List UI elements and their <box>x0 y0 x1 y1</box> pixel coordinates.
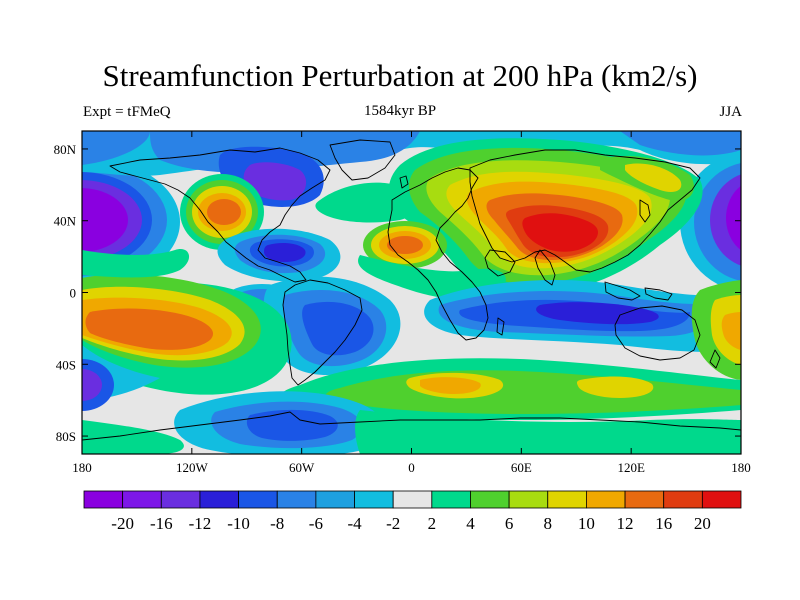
time-label: 1584kyr BP <box>363 103 437 119</box>
experiment-label: Expt = tFMeQ <box>83 104 171 120</box>
colorbar: -20 -16 -12 -10 -8 -6 -4 -2 2 4 6 8 10 12 16 20 <box>83 490 742 533</box>
x-tick-label: 120E <box>617 460 645 475</box>
sahara-high <box>363 221 447 269</box>
southwest-pacific-high <box>691 280 741 380</box>
colorbar-swatch <box>199 490 239 509</box>
x-tick-label: 60E <box>511 460 532 475</box>
colorbar-label: 20 <box>694 514 711 533</box>
chart-title: Streamfunction Perturbation at 200 hPa (… <box>102 58 698 93</box>
east-pacific-green <box>82 249 190 278</box>
colorbar-swatch <box>83 490 124 509</box>
colorbar-swatch <box>586 490 626 509</box>
colorbar-label: 8 <box>544 514 553 533</box>
x-tick-label: 0 <box>408 460 415 475</box>
southern-ocean-low-left <box>82 359 114 411</box>
colorbar-swatch <box>431 490 471 509</box>
gulf-low <box>217 228 341 282</box>
south-pacific-high <box>82 274 261 368</box>
indian-ocean-low <box>424 280 741 353</box>
colorbar-label: -10 <box>227 514 250 533</box>
y-tick-label: 80S <box>56 429 76 444</box>
colorbar-swatch <box>701 490 742 509</box>
colorbar-label: -2 <box>386 514 400 533</box>
x-tick-label: 120W <box>176 460 209 475</box>
colorbar-swatch <box>470 490 510 509</box>
colorbar-label: 10 <box>578 514 595 533</box>
colorbar-swatch <box>354 490 394 509</box>
season-label: JJA <box>719 104 742 120</box>
colorbar-label: 16 <box>655 514 672 533</box>
colorbar-swatch <box>624 490 665 509</box>
colorbar-label: 2 <box>428 514 437 533</box>
colorbar-label: -20 <box>111 514 134 533</box>
y-axis: 80N 40N 0 40S 80S <box>54 142 741 444</box>
southern-ocean-high <box>279 358 741 420</box>
colorbar-label: 12 <box>617 514 634 533</box>
colorbar-swatch <box>547 490 587 509</box>
colorbar-label: -12 <box>189 514 212 533</box>
y-tick-label: 40S <box>56 357 76 372</box>
colorbar-swatch <box>663 490 703 509</box>
east-asia-green <box>600 155 694 201</box>
y-tick-label: 0 <box>70 286 77 301</box>
y-tick-label: 80N <box>54 142 77 157</box>
colorbar-swatch <box>276 490 317 509</box>
contour-field <box>82 131 741 454</box>
colorbar-label: -4 <box>347 514 362 533</box>
south-atlantic-low <box>263 276 401 376</box>
colorbar-swatch <box>392 490 433 509</box>
coastlines <box>82 139 741 441</box>
x-tick-label: 180 <box>72 460 92 475</box>
antarctic-low <box>174 391 386 454</box>
north-american-high <box>180 174 264 250</box>
colorbar-label: 4 <box>466 514 475 533</box>
y-tick-label: 40N <box>54 214 77 229</box>
colorbar-swatch <box>315 490 355 509</box>
colorbar-label: 6 <box>505 514 514 533</box>
x-tick-label: 60W <box>289 460 315 475</box>
x-tick-label: 180 <box>731 460 751 475</box>
colorbar-swatch <box>122 490 162 509</box>
colorbar-swatch <box>508 490 549 509</box>
colorbar-swatch <box>160 490 201 509</box>
x-axis: 180 120W 60W 0 60E 120E 180 <box>72 131 751 475</box>
north-pacific-low-right <box>680 152 741 292</box>
equatorial-green <box>358 255 506 300</box>
south-polar-green <box>82 410 741 454</box>
colorbar-label: -8 <box>270 514 284 533</box>
colorbar-swatch <box>238 490 278 509</box>
colorbar-label: -6 <box>309 514 323 533</box>
colorbar-label: -16 <box>150 514 173 533</box>
